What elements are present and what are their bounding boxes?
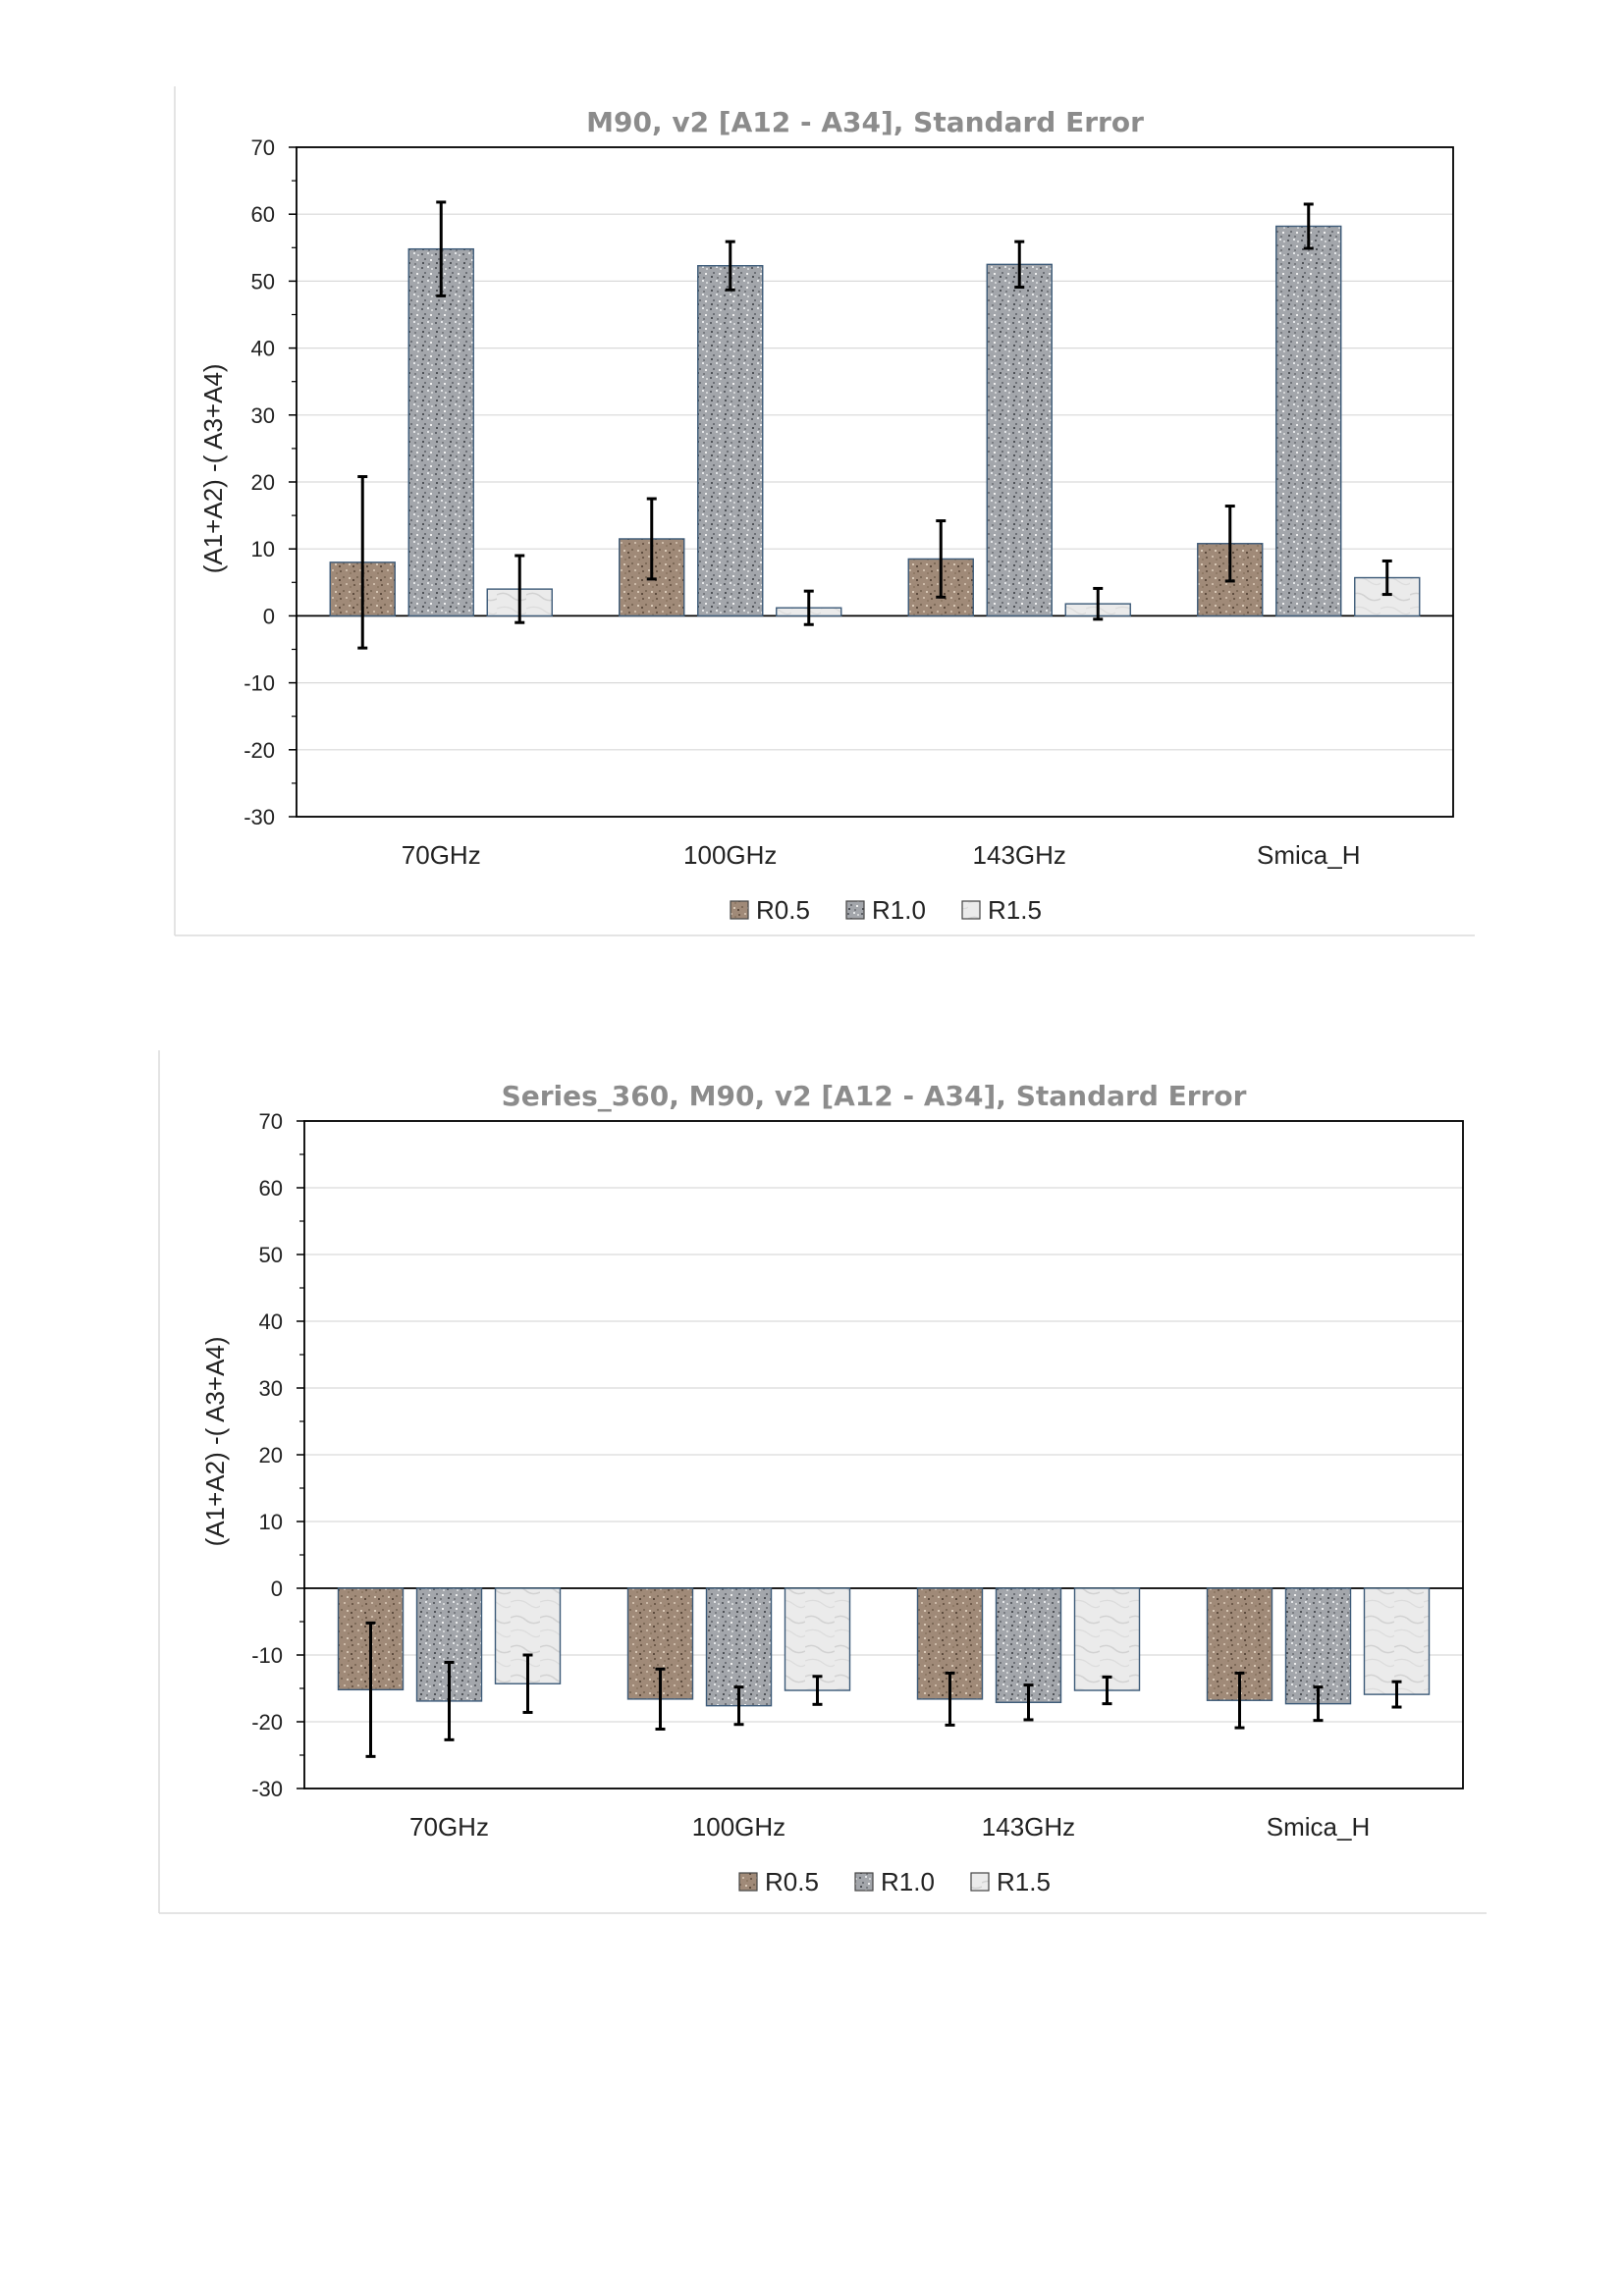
y-tick-label: 20 xyxy=(251,470,275,495)
x-category-label: 143GHz xyxy=(973,840,1066,870)
chart-2-svg: Series_360, M90, v2 [A12 - A34], Standar… xyxy=(158,1050,1487,1914)
y-tick-label: 10 xyxy=(259,1510,283,1534)
chart-title: Series_360, M90, v2 [A12 - A34], Standar… xyxy=(502,1080,1247,1112)
legend-swatch xyxy=(730,900,749,920)
legend-label: R0.5 xyxy=(756,895,810,925)
chart-title: M90, v2 [A12 - A34], Standard Error xyxy=(586,106,1144,138)
y-tick-label: 50 xyxy=(251,269,275,294)
legend-label: R0.5 xyxy=(765,1867,819,1896)
legend-swatch xyxy=(845,900,865,920)
bar-r10 xyxy=(697,265,764,617)
x-category-label: 143GHz xyxy=(982,1812,1075,1842)
y-tick-label: -10 xyxy=(251,1643,283,1668)
chart-1: M90, v2 [A12 - A34], Standard Error -30 -2… xyxy=(173,86,1475,936)
y-axis-title: (A1+A2) -( A3+A4) xyxy=(198,363,228,573)
y-tick-label: 50 xyxy=(259,1243,283,1267)
legend-label: R1.5 xyxy=(988,895,1042,925)
x-category-label: 100GHz xyxy=(692,1812,785,1842)
legend-label: R1.0 xyxy=(881,1867,935,1896)
x-category-label: 100GHz xyxy=(683,840,777,870)
bar-r10 xyxy=(986,263,1053,617)
y-tick-label: 30 xyxy=(251,403,275,428)
x-category-label: Smica_H xyxy=(1257,840,1360,870)
legend-swatch xyxy=(961,900,981,920)
legend-swatch xyxy=(970,1872,990,1892)
plot-area-border xyxy=(303,1120,1464,1789)
legend-swatch xyxy=(854,1872,874,1892)
y-tick-label: -30 xyxy=(251,1777,283,1801)
y-tick-label: 0 xyxy=(263,604,275,628)
y-tick-label: 10 xyxy=(251,537,275,561)
legend-label: R1.0 xyxy=(872,895,926,925)
x-category-label: 70GHz xyxy=(402,840,481,870)
y-tick-label: -20 xyxy=(244,738,275,763)
bar-r10 xyxy=(1284,1587,1352,1705)
y-tick-label: 0 xyxy=(271,1576,283,1601)
y-tick-label: 70 xyxy=(259,1109,283,1134)
y-tick-label: 60 xyxy=(259,1176,283,1201)
y-tick-label: -30 xyxy=(244,805,275,829)
x-category-label: 70GHz xyxy=(409,1812,489,1842)
y-tick-label: -20 xyxy=(251,1710,283,1735)
y-axis-title: (A1+A2) -( A3+A4) xyxy=(200,1336,230,1546)
y-tick-label: 60 xyxy=(251,202,275,227)
y-tick-label: 20 xyxy=(259,1443,283,1468)
legend-swatch xyxy=(738,1872,758,1892)
y-tick-label: 40 xyxy=(259,1309,283,1334)
chart-2: Series_360, M90, v2 [A12 - A34], Standar… xyxy=(157,1050,1487,1914)
y-tick-label: 70 xyxy=(251,135,275,160)
y-tick-label: 40 xyxy=(251,337,275,361)
bar-r10 xyxy=(407,247,474,617)
y-tick-label: -10 xyxy=(244,671,275,696)
y-tick-label: 30 xyxy=(259,1376,283,1401)
plot-area-border xyxy=(296,146,1454,818)
bar-r10 xyxy=(995,1587,1062,1703)
chart-1-svg: M90, v2 [A12 - A34], Standard Error -30 -2… xyxy=(174,86,1475,936)
bar-r10 xyxy=(1275,225,1342,617)
legend-label: R1.5 xyxy=(997,1867,1051,1896)
bar-r15 xyxy=(1363,1587,1431,1695)
bar-r15 xyxy=(1073,1587,1141,1691)
x-category-label: Smica_H xyxy=(1267,1812,1370,1842)
